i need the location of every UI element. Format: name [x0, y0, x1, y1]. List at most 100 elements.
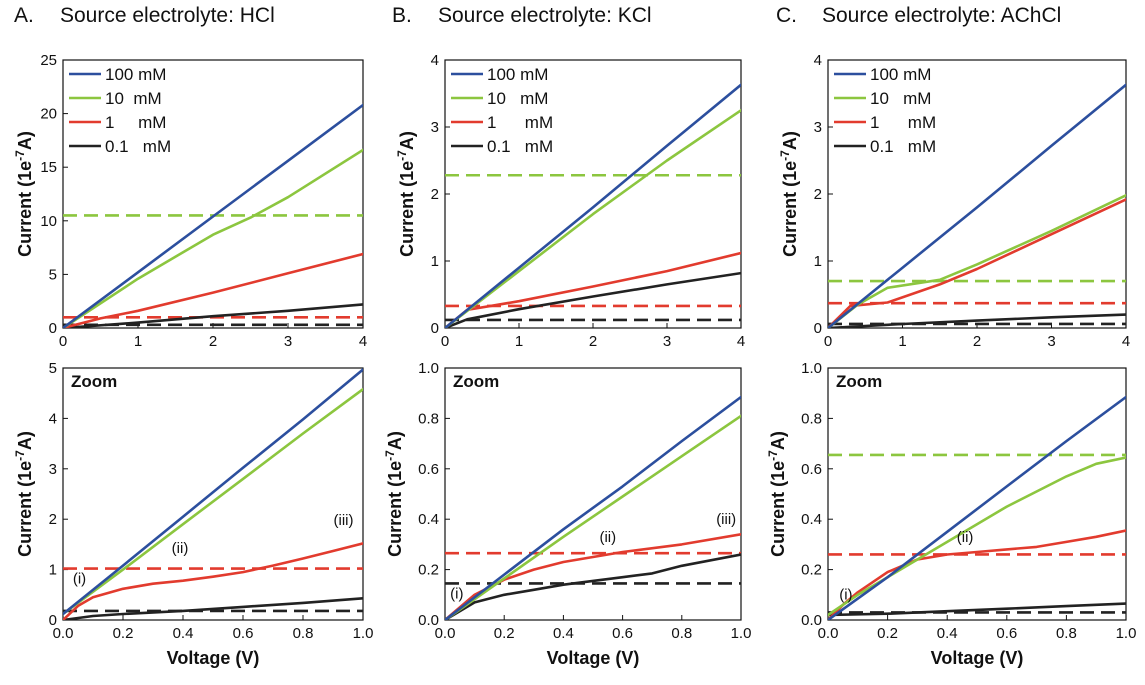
- x-tick-label: 4: [1122, 333, 1130, 350]
- series-line: [63, 368, 363, 616]
- y-tick-label: 0: [49, 612, 57, 629]
- y-axis-label: Current (1e-7A): [383, 431, 405, 557]
- plot-frame: [827, 367, 1127, 621]
- series-line: [828, 198, 1126, 328]
- y-tick-label: 0.8: [801, 410, 822, 427]
- x-tick-label: 1.0: [353, 625, 374, 642]
- series-line: [445, 109, 741, 328]
- y-tick-label: 4: [814, 52, 822, 69]
- x-tick-label: 1.0: [1116, 625, 1137, 642]
- y-tick-label: 15: [40, 159, 57, 176]
- x-tick-label: 4: [359, 333, 367, 350]
- series-line: [828, 456, 1126, 617]
- x-tick-label: 3: [663, 333, 671, 350]
- x-tick-label: 0: [441, 333, 449, 350]
- x-tick-label: 2: [973, 333, 981, 350]
- x-axis-label: Voltage (V): [931, 648, 1024, 668]
- panel-c-letter: C.: [776, 4, 797, 27]
- x-tick-label: 3: [1047, 333, 1055, 350]
- x-tick-label: 0: [59, 333, 67, 350]
- series-line: [445, 83, 741, 328]
- data-layer: [445, 395, 741, 620]
- x-tick-label: 0.6: [612, 625, 633, 642]
- panel-a-header: A. Source electrolyte: HCl: [14, 4, 275, 28]
- x-tick-label: 2: [209, 333, 217, 350]
- series-line: [445, 553, 741, 620]
- y-tick-label: 3: [814, 119, 822, 136]
- chart-C-full: 0 1 2 3 4 0 1 2 3 4 Current (1e-7A) 100 mM 10 mM 1 mM…: [778, 52, 1130, 350]
- x-axis-label: Voltage (V): [167, 648, 260, 668]
- panel-c-header: C. Source electrolyte: AChCl: [776, 4, 1061, 28]
- plot-frame: [444, 367, 742, 621]
- y-tick-label: 4: [49, 410, 57, 427]
- x-tick-label: 0.0: [435, 625, 456, 642]
- annotation-label: (ii): [599, 529, 616, 546]
- annotation-label: (iii): [716, 511, 736, 528]
- y-tick-label: 0.0: [801, 612, 822, 629]
- y-tick-label: 0.2: [418, 562, 439, 579]
- x-tick-label: 0.0: [53, 625, 74, 642]
- panel-b-header: B. Source electrolyte: KCl: [392, 4, 652, 28]
- series-line: [63, 303, 363, 328]
- chart-B-zoom: 0.0 0.2 0.4 0.6 0.8 1.0 0.0 0.2 0.4 0.6 0.8 1.0 Curr…: [383, 360, 751, 668]
- x-tick-label: 0.6: [996, 625, 1017, 642]
- series-line: [63, 252, 363, 328]
- legend-label: 10 mM: [870, 89, 931, 108]
- legend-label: 10 mM: [487, 89, 548, 108]
- annotation-label: (i): [73, 571, 86, 588]
- zoom-label: Zoom: [71, 372, 117, 391]
- series-line: [445, 395, 741, 620]
- legend-label: 10 mM: [105, 89, 162, 108]
- y-tick-label: 1.0: [801, 360, 822, 377]
- y-tick-label: 0: [814, 320, 822, 337]
- data-layer: [63, 368, 363, 620]
- x-tick-label: 1: [134, 333, 142, 350]
- x-tick-label: 0.2: [877, 625, 898, 642]
- y-tick-label: 3: [49, 461, 57, 478]
- series-line: [828, 395, 1126, 620]
- x-tick-label: 0.2: [494, 625, 515, 642]
- y-tick-label: 0.6: [418, 461, 439, 478]
- series-line: [828, 194, 1126, 328]
- y-tick-label: 0.6: [801, 461, 822, 478]
- y-tick-label: 1: [814, 253, 822, 270]
- series-line: [828, 313, 1126, 328]
- y-axis-label: Current (1e-7A): [766, 431, 788, 557]
- panel-c-title: Source electrolyte: AChCl: [822, 4, 1062, 27]
- x-tick-label: 0.8: [293, 625, 314, 642]
- x-tick-label: 1: [898, 333, 906, 350]
- series-line: [63, 596, 363, 620]
- legend-label: 1 mM: [487, 113, 553, 132]
- x-tick-label: 0: [824, 333, 832, 350]
- x-tick-label: 0.4: [937, 625, 958, 642]
- y-tick-label: 1.0: [418, 360, 439, 377]
- x-tick-label: 0.4: [553, 625, 574, 642]
- y-tick-label: 0: [431, 320, 439, 337]
- series-line: [63, 387, 363, 616]
- x-tick-label: 0.8: [1056, 625, 1077, 642]
- x-tick-label: 1: [515, 333, 523, 350]
- x-tick-label: 0.6: [233, 625, 254, 642]
- y-tick-label: 0: [49, 320, 57, 337]
- legend-label: 1 mM: [870, 113, 936, 132]
- data-layer: [828, 395, 1126, 620]
- annotation-label: (i): [450, 586, 463, 603]
- data-layer: [445, 83, 741, 328]
- y-tick-label: 0.2: [801, 562, 822, 579]
- panel-a-title: Source electrolyte: HCl: [60, 4, 275, 27]
- x-tick-label: 0.0: [818, 625, 839, 642]
- legend-label: 100 mM: [870, 65, 931, 84]
- y-axis-label: Current (1e-7A): [13, 431, 35, 557]
- x-tick-label: 0.2: [113, 625, 134, 642]
- y-tick-label: 1: [49, 562, 57, 579]
- annotation-label: (ii): [172, 540, 189, 557]
- y-tick-label: 0.8: [418, 410, 439, 427]
- x-axis-label: Voltage (V): [547, 648, 640, 668]
- y-tick-label: 2: [49, 511, 57, 528]
- y-tick-label: 0.4: [801, 511, 822, 528]
- x-tick-label: 4: [737, 333, 745, 350]
- y-axis-label: Current (1e-7A): [395, 131, 417, 257]
- x-tick-label: 1.0: [731, 625, 752, 642]
